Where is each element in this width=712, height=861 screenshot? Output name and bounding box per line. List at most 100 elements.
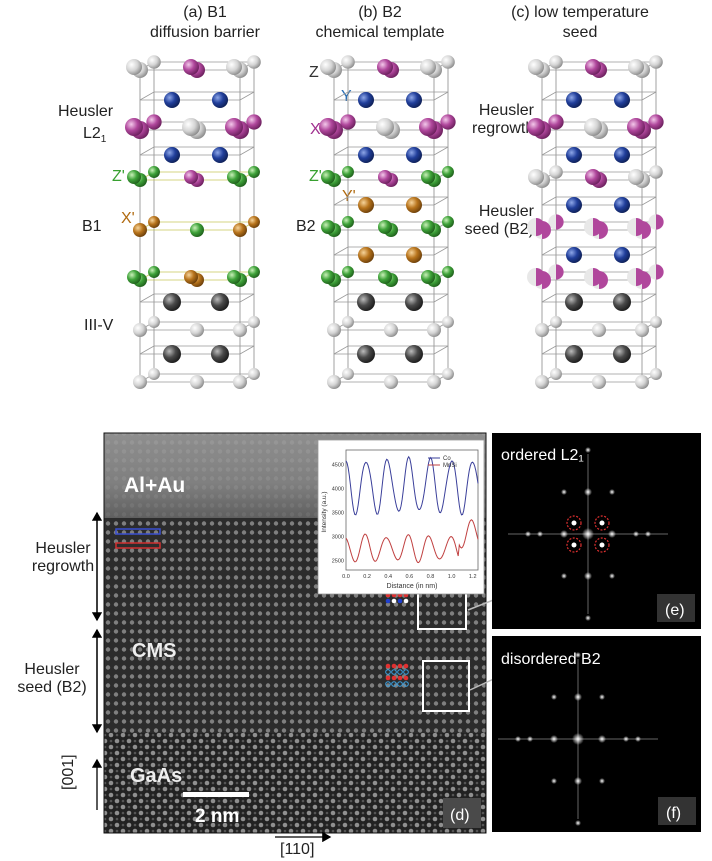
fft-spot xyxy=(585,447,591,453)
atom xyxy=(527,118,545,136)
atom xyxy=(565,345,583,363)
atom xyxy=(440,114,456,130)
atom xyxy=(427,375,441,389)
scale-bar xyxy=(183,792,249,797)
atom-dot xyxy=(397,681,403,687)
atom-label-z-b: Z xyxy=(309,64,319,81)
fft-spot xyxy=(623,736,629,742)
lattice-edge xyxy=(541,146,557,156)
label-heusler-seed: Heusler seed (B2) xyxy=(462,203,534,239)
atom xyxy=(226,59,242,75)
stem-label-regrowth-line2: regrowth xyxy=(31,558,95,575)
atom xyxy=(550,316,562,328)
atom xyxy=(527,268,545,286)
atom xyxy=(648,264,664,280)
atom xyxy=(592,375,606,389)
atom-dot xyxy=(385,669,391,675)
lattice-edge xyxy=(333,246,349,256)
atom-label-y-prime-b: Y' xyxy=(342,188,356,205)
lattice-edge xyxy=(641,91,657,101)
atom xyxy=(649,55,663,69)
fft-spot xyxy=(599,778,605,784)
atom xyxy=(648,214,664,230)
marker-row-red xyxy=(115,542,161,549)
atom xyxy=(384,323,398,337)
atom xyxy=(248,266,260,278)
atom xyxy=(550,368,562,380)
lattice-edge xyxy=(139,293,155,303)
panel-a-title-line1: (a) B1 xyxy=(183,4,227,21)
atom xyxy=(163,293,181,311)
intensity-inset: 4500 4000 3500 3000 2500 0.0 0.2 0.4 0.6 0.8 1.0 1… xyxy=(317,439,485,595)
mnsi-curve xyxy=(345,519,479,564)
atom xyxy=(321,270,335,284)
lattice-edge xyxy=(433,246,449,256)
atom xyxy=(627,118,645,136)
label-heusler-regrowth-line2: regrowth xyxy=(472,120,535,137)
atom xyxy=(405,345,423,363)
atom xyxy=(190,375,204,389)
panel-b-title-line1: (b) B2 xyxy=(358,4,402,21)
inset-xtick: 0.2 xyxy=(363,574,371,580)
inset-xtick: 1.0 xyxy=(448,574,456,580)
atom xyxy=(614,147,630,163)
atom xyxy=(627,218,645,236)
atom xyxy=(233,223,247,237)
panel-d-label: (d) xyxy=(450,807,470,824)
atom xyxy=(419,118,437,136)
atom xyxy=(211,293,229,311)
atom xyxy=(248,166,260,178)
fft-spot xyxy=(561,573,567,579)
lattice-edge xyxy=(641,146,657,156)
atom-label-z-prime-b: Z' xyxy=(309,168,322,185)
atom-dot xyxy=(397,669,403,675)
atom xyxy=(592,323,606,337)
fft-panel-f: disordered B2 (f) xyxy=(492,636,701,832)
lattice-edge xyxy=(333,196,349,206)
atom xyxy=(406,92,422,108)
fft-superlattice-spot xyxy=(599,520,605,526)
atom xyxy=(183,59,199,75)
inset-xtick: 0.0 xyxy=(342,574,350,580)
atom xyxy=(535,375,549,389)
lattice-edge xyxy=(239,91,255,101)
atom xyxy=(548,114,564,130)
fft-e-label: (e) xyxy=(665,602,685,619)
panel-b-title: (b) B2 chemical template xyxy=(295,3,465,43)
atom-label-y-b: Y xyxy=(341,88,352,105)
atom xyxy=(613,345,631,363)
fft-spot xyxy=(585,615,591,621)
atom xyxy=(148,266,160,278)
atom xyxy=(248,316,260,328)
lattice-edge xyxy=(433,196,449,206)
inset-xlabel: Distance (in nm) xyxy=(387,583,438,590)
superlattice-circle xyxy=(594,515,610,531)
inset-xtick: 1.2 xyxy=(469,574,477,580)
stem-label-seed: Heusler seed (B2) xyxy=(8,661,96,697)
atom-dot xyxy=(391,663,397,669)
atom xyxy=(628,59,644,75)
panel-c-title: (c) low temperature seed xyxy=(490,3,670,43)
lattice-edge xyxy=(433,146,449,156)
atom xyxy=(584,268,602,286)
stem-label-seed-line1: Heusler xyxy=(24,661,80,678)
label-l21: L21 xyxy=(83,125,106,145)
atom xyxy=(358,92,374,108)
lattice-edge xyxy=(333,345,349,355)
lattice-edge xyxy=(541,246,557,256)
atom xyxy=(212,92,228,108)
fft-f-title: disordered B2 xyxy=(501,651,601,668)
atom-dot xyxy=(385,663,391,669)
inset-ylabel: Intensity (a.u.) xyxy=(321,491,328,532)
panel-c-title-line2: seed xyxy=(562,24,598,41)
atom xyxy=(340,114,356,130)
atom xyxy=(442,216,454,228)
atom xyxy=(528,59,544,75)
atom-dot xyxy=(385,675,391,681)
stem-label-regrowth: Heusler regrowth xyxy=(30,540,96,576)
atom xyxy=(126,59,142,75)
fft-panel-e: ordered L2₁ (e) xyxy=(492,433,701,629)
atom xyxy=(358,147,374,163)
atom-dot xyxy=(391,681,397,687)
fft-spot xyxy=(527,736,533,742)
